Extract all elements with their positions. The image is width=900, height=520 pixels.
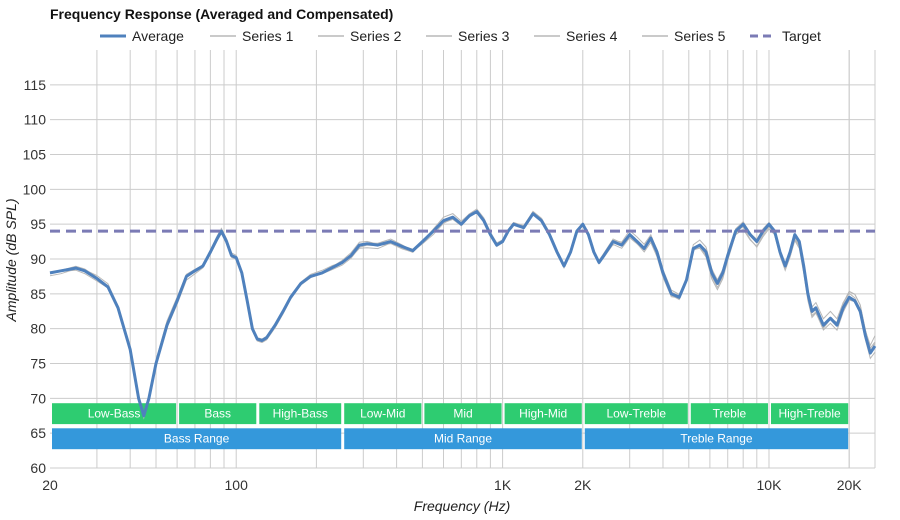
average-line (49, 210, 877, 418)
y-axis-title: Amplitude (dB SPL) (3, 199, 19, 323)
legend-label: Series 5 (674, 28, 726, 44)
legend-item: Series 2 (318, 28, 402, 44)
series-lines (49, 208, 877, 420)
y-tick-label: 60 (30, 460, 46, 476)
band-rect (52, 428, 342, 450)
band-label: Bass Range (164, 432, 230, 446)
x-tick-label: 100 (225, 477, 249, 493)
legend-item: Series 4 (534, 28, 618, 44)
legend-label: Series 2 (350, 28, 402, 44)
band-label: Low-Bass (88, 407, 141, 421)
band-label: Treble (713, 407, 747, 421)
y-tick-label: 115 (24, 77, 47, 93)
legend-label: Series 4 (566, 28, 618, 44)
band-label: Mid (453, 407, 472, 421)
band-rect (344, 403, 422, 425)
series-line-4 (49, 210, 876, 420)
y-tick-label: 95 (30, 216, 46, 232)
legend: Average Series 1 Series 2 Series 3 Series 4 S… (100, 28, 821, 44)
band-label: Treble Range (680, 432, 753, 446)
legend-item: Average (100, 28, 184, 44)
band-rect (584, 428, 849, 450)
legend-label: Series 3 (458, 28, 510, 44)
band-rect (259, 403, 342, 425)
band-rect (690, 403, 768, 425)
band-label: Low-Mid (360, 407, 405, 421)
band-label: High-Bass (273, 407, 328, 421)
band-rect (770, 403, 849, 425)
band-rect (344, 428, 582, 450)
y-tick-label: 75 (30, 356, 46, 372)
y-tick-label: 85 (30, 286, 46, 302)
band-rect (584, 403, 688, 425)
axes: 60 65 70 75 80 85 90 95 100 105 110 115 20 100 1K 2K 10K… (23, 77, 863, 493)
band-label: Low-Treble (607, 407, 667, 421)
y-tick-label: 100 (23, 181, 47, 197)
band-label: Mid Range (434, 432, 492, 446)
x-tick-label: 1K (494, 477, 512, 493)
y-tick-label: 110 (24, 112, 47, 128)
band-rect (179, 403, 257, 425)
frequency-bands: Low-Bass Bass High-Bass Low-Mid Mid High-Mid L… (52, 403, 849, 450)
band-label: High-Treble (778, 407, 841, 421)
legend-item: Series 3 (426, 28, 510, 44)
band-rect (424, 403, 502, 425)
legend-item: Series 1 (210, 28, 294, 44)
chart-title: Frequency Response (Averaged and Compens… (50, 6, 394, 22)
legend-label: Series 1 (242, 28, 294, 44)
grid-lines (50, 50, 876, 469)
band-label: High-Mid (519, 407, 567, 421)
legend-item: Series 5 (642, 28, 726, 44)
band-rect (504, 403, 582, 425)
y-tick-label: 65 (30, 425, 46, 441)
x-tick-label: 10K (757, 477, 783, 493)
legend-label: Average (132, 28, 184, 44)
series-line-3 (49, 210, 876, 417)
x-tick-label: 2K (574, 477, 592, 493)
x-tick-label: 20 (42, 477, 58, 493)
x-tick-label: 20K (837, 477, 863, 493)
y-tick-label: 90 (30, 251, 46, 267)
legend-label: Target (782, 28, 821, 44)
y-tick-label: 80 (30, 321, 46, 337)
x-axis-title: Frequency (Hz) (414, 498, 510, 514)
legend-item: Target (750, 28, 821, 44)
y-tick-label: 105 (23, 147, 47, 163)
band-label: Bass (204, 407, 231, 421)
y-tick-label: 70 (30, 390, 46, 406)
